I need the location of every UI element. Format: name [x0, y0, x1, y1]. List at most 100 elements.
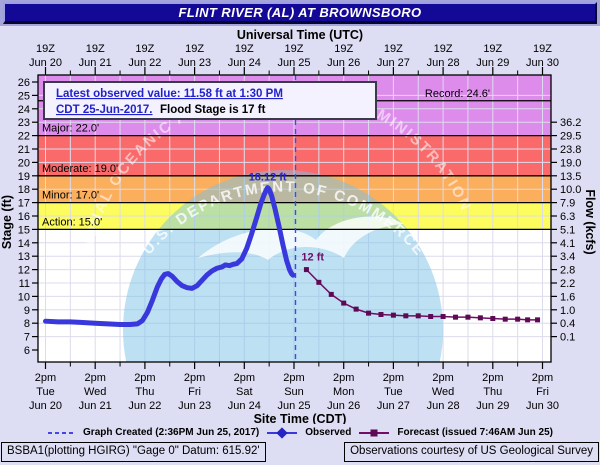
- cdt-tick-time: 2pm: [283, 372, 304, 384]
- flow-tick-label: 13.5: [560, 171, 581, 183]
- observed-line: [43, 185, 296, 328]
- cdt-tick-time: 2pm: [35, 372, 56, 384]
- cdt-tick-time: 2pm: [333, 372, 354, 384]
- forecast-point: [366, 310, 372, 316]
- top-axis-title: Universal Time (UTC): [237, 28, 363, 42]
- stage-tick-label: 17: [18, 198, 30, 210]
- utc-tick-time: 19Z: [434, 43, 453, 55]
- legend-observed-label: Observed: [305, 427, 352, 438]
- forecast-point: [403, 313, 409, 319]
- label-minor: Minor: 17.0': [42, 190, 99, 202]
- utc-tick-time: 19Z: [384, 43, 403, 55]
- cdt-tick-date: Jun 20: [29, 400, 62, 412]
- left-axis-title: Stage (ft): [0, 195, 14, 249]
- cdt-tick-time: 2pm: [383, 372, 404, 384]
- stage-tick-label: 16: [18, 211, 30, 223]
- label-major: Major: 22.0': [42, 123, 99, 135]
- forecast-point: [453, 314, 459, 320]
- cdt-tick-date: Jun 22: [128, 400, 161, 412]
- right-axis-title: Flow (kcfs): [583, 189, 597, 254]
- cdt-tick-day: Fri: [536, 386, 549, 398]
- flow-tick-label: 0.4: [560, 318, 575, 330]
- cdt-tick-time: 2pm: [482, 372, 503, 384]
- cdt-tick-time: 2pm: [532, 372, 553, 384]
- latest-observed-line1: Latest observed value: 11.58 ft at 1:30 …: [56, 88, 283, 100]
- cdt-tick-date: Jun 30: [526, 400, 559, 412]
- flow-tick-label: 6.3: [560, 211, 575, 223]
- footer: BSBA1(plotting HGIRG) "Gage 0" Datum: 61…: [0, 441, 600, 465]
- label-action: Action: 15.0': [42, 216, 102, 228]
- forecast-point: [525, 317, 531, 323]
- forecast-point: [341, 300, 347, 306]
- flow-tick-label: 1.0: [560, 305, 575, 317]
- observations-credit: Observations courtesy of US Geological S…: [344, 442, 599, 462]
- forecast-series-sample: [359, 429, 390, 436]
- stage-tick-label: 8: [24, 318, 30, 330]
- label-moderate: Moderate: 19.0': [42, 163, 118, 175]
- cdt-tick-time: 2pm: [84, 372, 105, 384]
- utc-tick-time: 19Z: [285, 43, 304, 55]
- page-title: FLINT RIVER (AL) AT BROWNSBORO: [3, 2, 597, 24]
- stage-tick-label: 24: [18, 104, 30, 116]
- flow-tick-label: 29.5: [560, 131, 581, 143]
- latest-observed-info-box: Latest observed value: 11.58 ft at 1:30 …: [43, 81, 377, 120]
- flow-tick-label: 2.2: [560, 278, 575, 290]
- cdt-tick-date: Jun 27: [377, 400, 410, 412]
- utc-tick-date: Jun 29: [476, 57, 509, 69]
- stage-tick-label: 20: [18, 157, 30, 169]
- cdt-tick-day: Sat: [236, 386, 253, 398]
- forecast-point: [490, 316, 496, 322]
- cdt-tick-day: Fri: [188, 386, 201, 398]
- cdt-tick-time: 2pm: [134, 372, 155, 384]
- stage-tick-label: 13: [18, 251, 30, 263]
- stage-tick-label: 6: [24, 345, 30, 357]
- stage-tick-label: 21: [18, 144, 30, 156]
- flood-stage-text: Flood Stage is 17 ft: [160, 104, 266, 116]
- cdt-tick-day: Mon: [333, 386, 354, 398]
- forecast-point: [428, 314, 434, 319]
- forecast-point: [465, 314, 471, 320]
- flow-tick-label: 4.1: [560, 238, 575, 250]
- forecast-point: [353, 306, 359, 312]
- stage-tick-label: 25: [18, 90, 30, 102]
- stage-tick-label: 26: [18, 77, 30, 89]
- annotation: 12 ft: [301, 252, 324, 264]
- legend-graph-created-label: Graph Created (2:36PM Jun 25, 2017): [83, 427, 260, 438]
- utc-tick-date: Jun 23: [178, 57, 211, 69]
- utc-tick-time: 19Z: [483, 43, 502, 55]
- cdt-tick-day: Tue: [384, 386, 403, 398]
- utc-tick-date: Jun 24: [228, 57, 261, 69]
- flow-tick-label: 0.1: [560, 332, 575, 344]
- stage-tick-label: 19: [18, 171, 30, 183]
- flow-tick-label: 3.4: [560, 251, 575, 263]
- flow-tick-label: 23.8: [560, 144, 581, 156]
- flow-tick-label: 10.0: [560, 184, 581, 196]
- utc-tick-date: Jun 28: [427, 57, 460, 69]
- utc-tick-time: 19Z: [334, 43, 353, 55]
- utc-tick-time: 19Z: [135, 43, 154, 55]
- forecast-point: [502, 316, 508, 322]
- utc-tick-time: 19Z: [36, 43, 55, 55]
- utc-tick-time: 19Z: [235, 43, 254, 55]
- stage-tick-label: 18: [18, 184, 30, 196]
- flood-threshold-lines: Action: 15.0' Minor: 17.0' Moderate: 19.0'…: [38, 88, 551, 231]
- cdt-tick-day: Wed: [84, 386, 106, 398]
- utc-tick-time: 19Z: [533, 43, 552, 55]
- cdt-tick-time: 2pm: [184, 372, 205, 384]
- utc-tick-date: Jun 20: [29, 57, 62, 69]
- cdt-tick-date: Jun 29: [476, 400, 509, 412]
- cdt-tick-day: Thu: [483, 386, 502, 398]
- stage-tick-label: 9: [24, 305, 30, 317]
- forecast-point: [477, 315, 483, 321]
- data-series: [43, 185, 541, 328]
- cdt-tick-day: Tue: [36, 386, 55, 398]
- forecast-point: [316, 279, 322, 285]
- cdt-tick-date: Jun 21: [79, 400, 112, 412]
- latest-observed-line2: CDT 25-Jun-2017.: [56, 104, 153, 116]
- stage-tick-label: 23: [18, 117, 30, 129]
- flow-tick-label: 36.2: [560, 117, 581, 129]
- cdt-tick-date: Jun 24: [228, 400, 261, 412]
- legend-forecast-label: Forecast (issued 7:46AM Jun 25): [397, 427, 553, 438]
- cdt-tick-date: Jun 28: [427, 400, 460, 412]
